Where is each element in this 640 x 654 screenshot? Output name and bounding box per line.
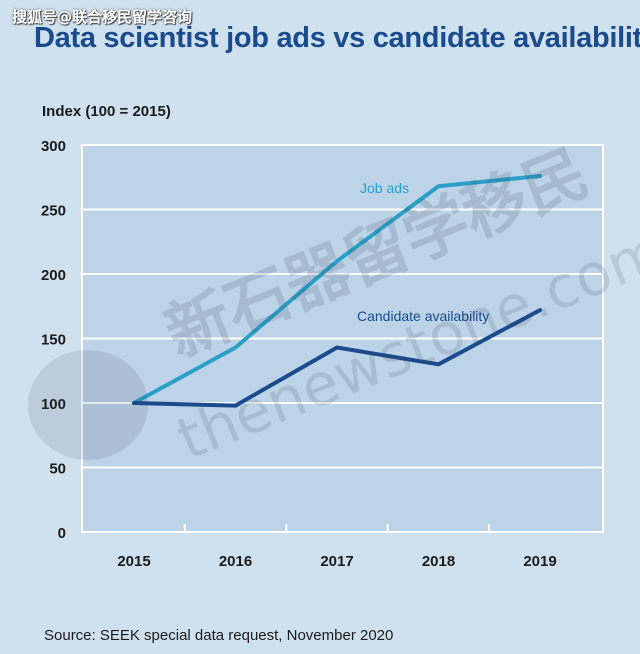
y-tick-label: 250 bbox=[41, 203, 66, 220]
source-note: Source: SEEK special data request, Novem… bbox=[44, 627, 394, 644]
x-tick-label: 2019 bbox=[523, 553, 556, 570]
y-tick-label: 50 bbox=[49, 461, 66, 478]
watermark-logo bbox=[28, 350, 148, 460]
x-tick-labels: 2015 2016 2017 2018 2019 bbox=[117, 553, 556, 570]
watermark-header: 搜狐号@联合移民留学咨询 bbox=[12, 8, 193, 26]
series-lines bbox=[132, 173, 542, 408]
y-tick-label: 300 bbox=[41, 138, 66, 155]
x-tick-label: 2017 bbox=[320, 553, 353, 570]
x-tick-label: 2016 bbox=[219, 553, 252, 570]
candidate-availability-line bbox=[132, 308, 542, 408]
x-tick-label: 2015 bbox=[117, 553, 150, 570]
y-tick-label: 0 bbox=[58, 525, 66, 542]
job-ads-line bbox=[132, 173, 542, 405]
y-tick-label: 150 bbox=[41, 332, 66, 349]
y-tick-label: 100 bbox=[41, 396, 66, 413]
y-tick-labels: 300 250 200 150 100 50 0 bbox=[41, 138, 66, 542]
y-tick-label: 200 bbox=[41, 267, 66, 284]
candidate-availability-label: Candidate availability bbox=[357, 308, 489, 324]
y-axis-label: Index (100 = 2015) bbox=[42, 103, 171, 120]
x-tick-label: 2018 bbox=[422, 553, 455, 570]
job-ads-label: Job ads bbox=[360, 180, 409, 196]
chart-title: Data scientist job ads vs candidate avai… bbox=[34, 22, 640, 54]
